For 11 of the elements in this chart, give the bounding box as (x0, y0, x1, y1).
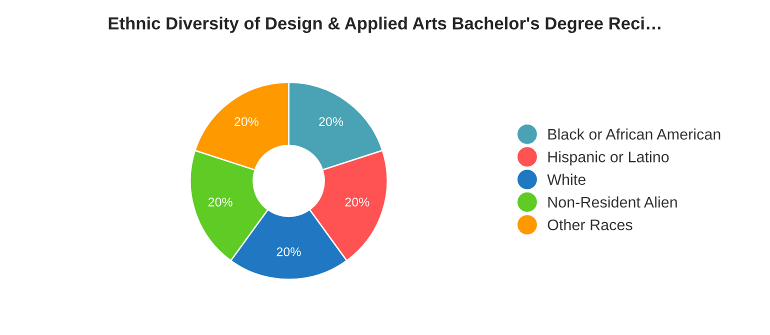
data-label: 20% (345, 198, 370, 206)
data-label: 20% (234, 117, 259, 126)
legend-label: White (547, 174, 586, 185)
legend-label: Other Races (548, 219, 632, 230)
chart-title: Ethnic Diversity of Design & Applied Arts Bachelor's Degree Reci… (108, 16, 660, 34)
data-label: 20% (208, 198, 232, 206)
legend-label: Non-Resident Alien (548, 196, 677, 208)
data-label: 20% (319, 117, 344, 126)
legend-label: Hispanic or Latino (548, 151, 669, 166)
data-label: 20% (276, 247, 301, 256)
legend-label: Black or African American (548, 128, 720, 140)
